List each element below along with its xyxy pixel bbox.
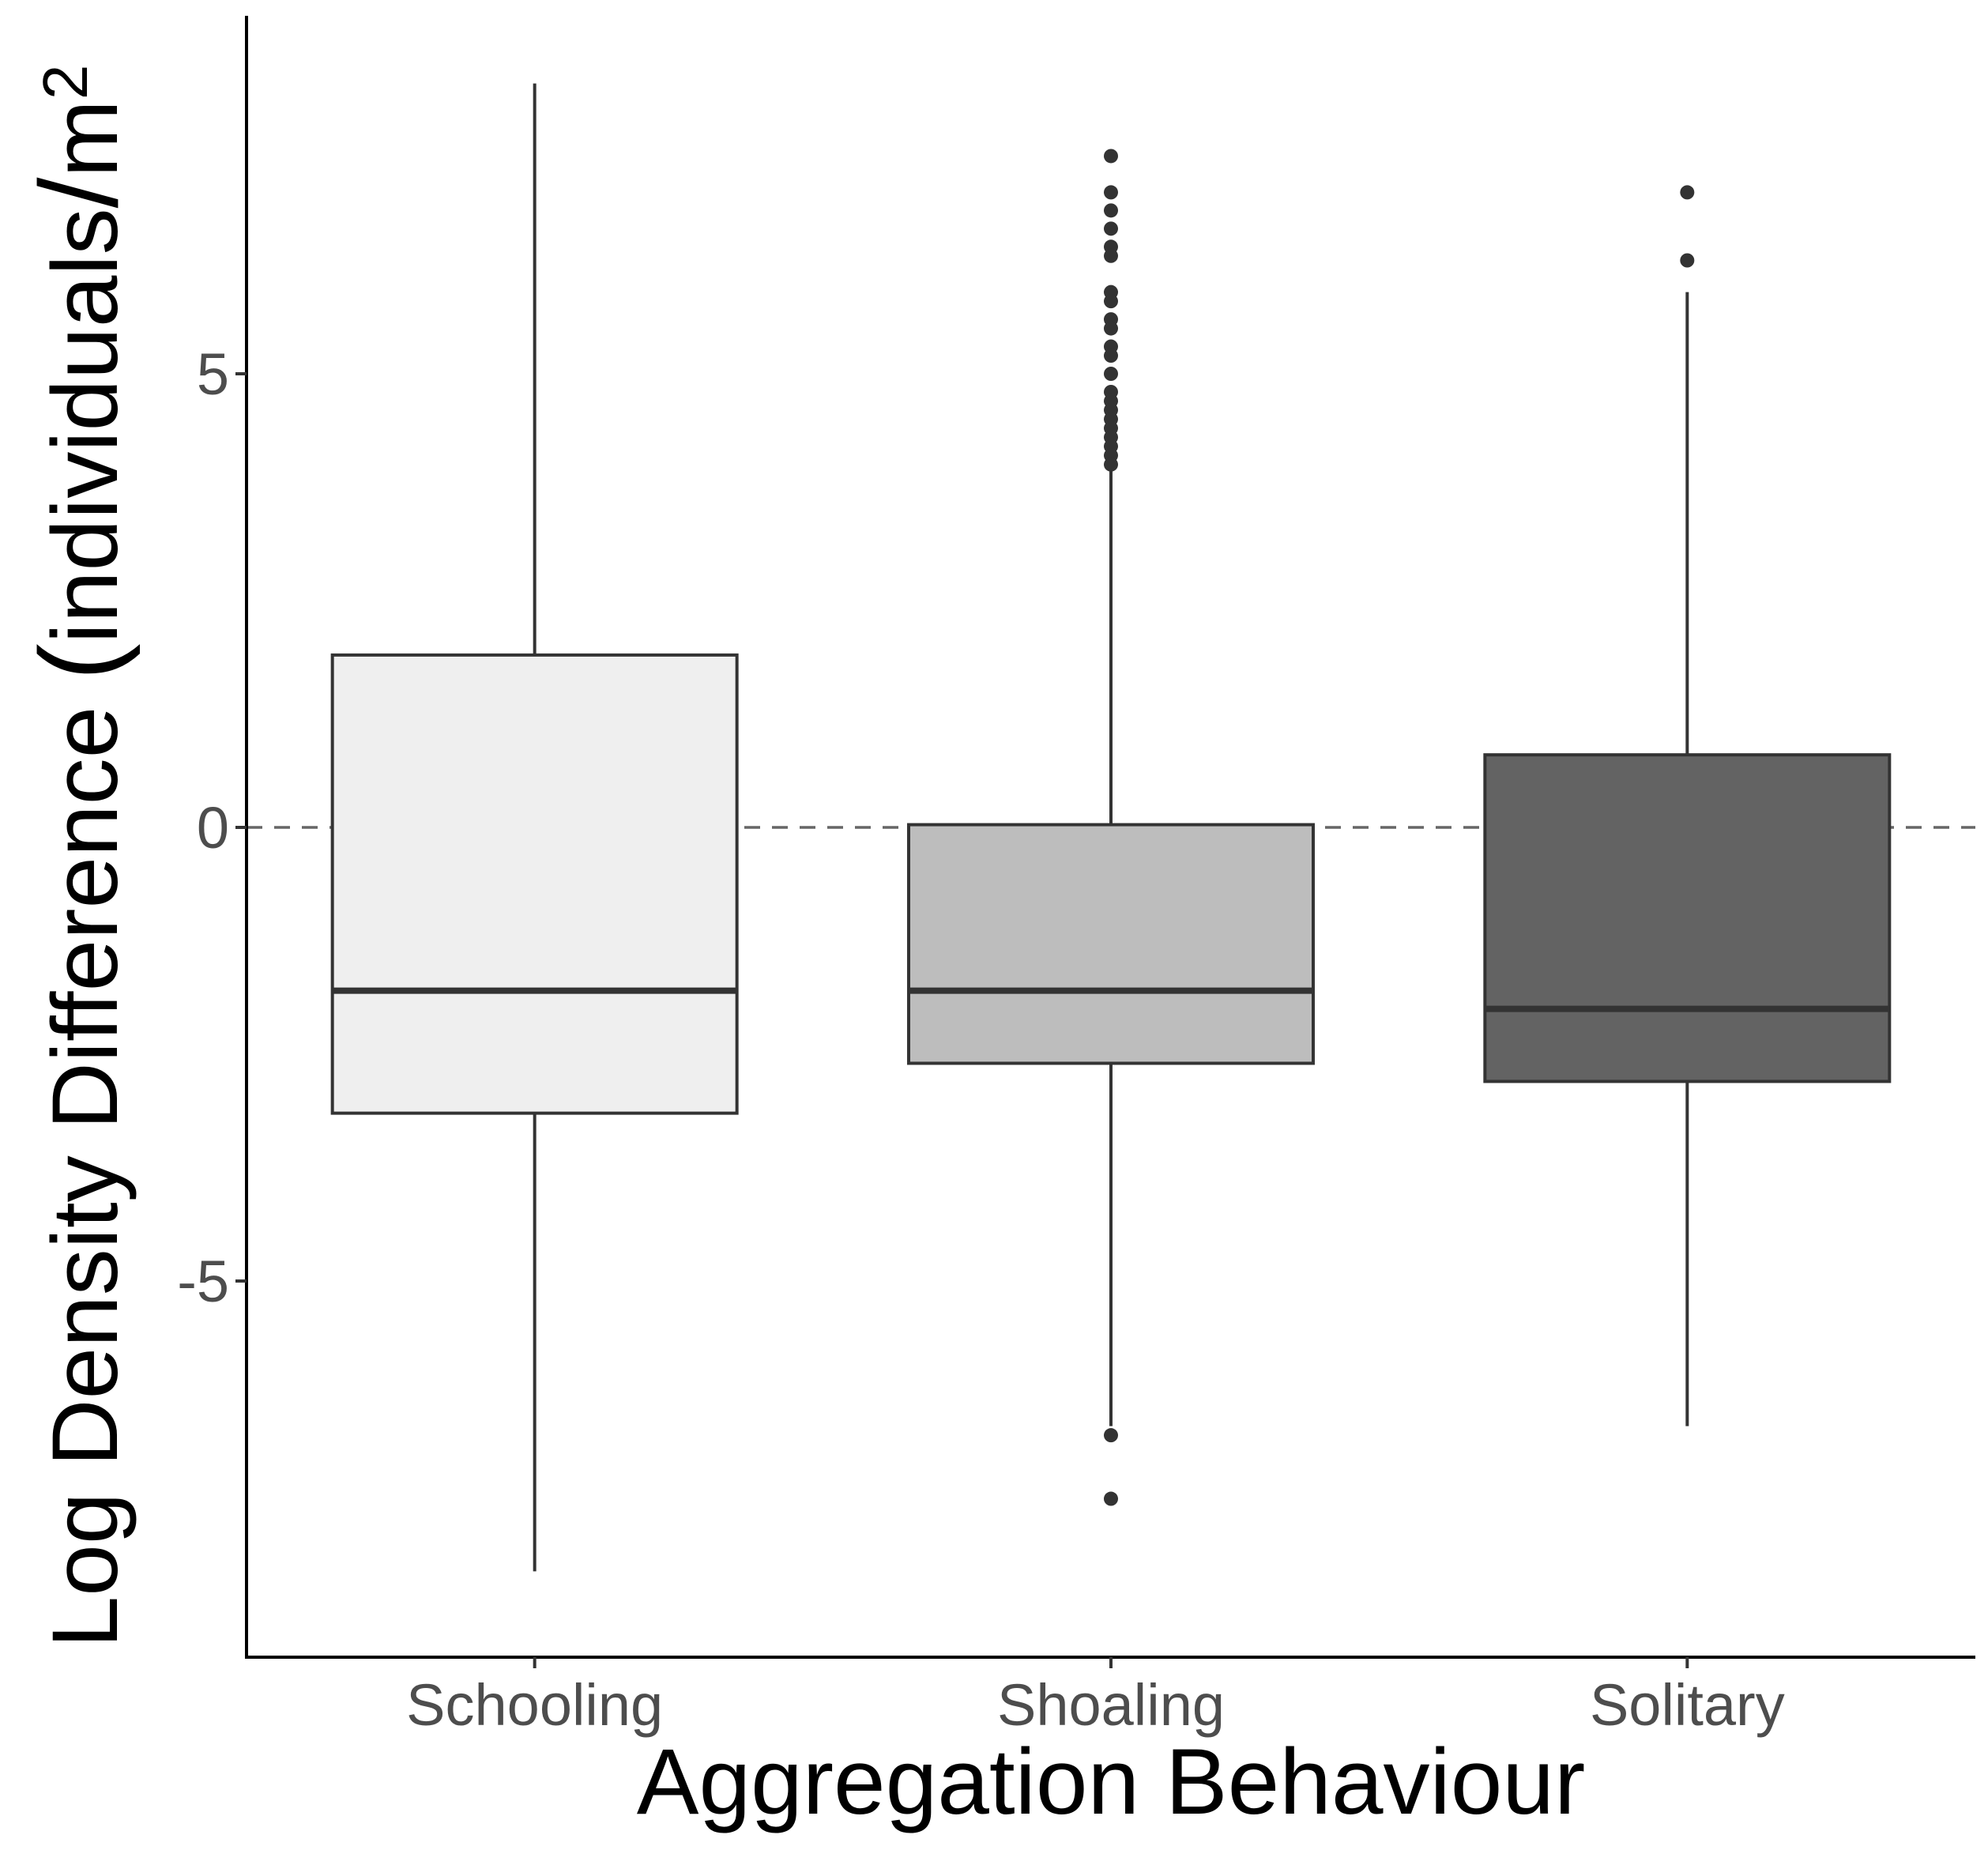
outlier-point: [1104, 203, 1118, 218]
y-axis-title: Log Density Difference (individuals/m2: [17, 65, 141, 1648]
iqr-box: [1483, 753, 1892, 1083]
outlier-point: [1104, 321, 1118, 336]
outlier-point: [1104, 1491, 1118, 1506]
iqr-box: [907, 823, 1315, 1065]
iqr-box: [330, 653, 739, 1115]
y-tick-label: 5: [197, 341, 229, 407]
y-axis-title-m: m: [33, 100, 137, 177]
outlier-point: [1680, 253, 1695, 268]
outlier-point: [1104, 294, 1118, 309]
box-group-solitary: [1483, 185, 1892, 1426]
y-axis-title-slash: /: [17, 177, 141, 208]
outlier-point: [1104, 457, 1118, 472]
outlier-point: [1104, 1428, 1118, 1443]
y-axis-title-unit: individuals: [33, 208, 137, 643]
outlier-point: [1104, 221, 1118, 236]
box-group-schooling: [330, 83, 739, 1572]
x-tick-label: Solitary: [1590, 1672, 1785, 1738]
box-group-shoaling: [907, 149, 1315, 1506]
x-axis-title: Aggregation Behaviour: [637, 1730, 1586, 1834]
outlier-point: [1104, 149, 1118, 164]
outlier-point: [1104, 367, 1118, 381]
outlier-point: [1104, 185, 1118, 200]
y-axis-title-open-paren: (: [17, 643, 141, 680]
y-tick-label: -5: [177, 1249, 229, 1314]
outlier-point: [1680, 185, 1695, 200]
y-axis-title-superscript: 2: [30, 65, 100, 100]
y-axis-title-main: Log Density Difference: [33, 680, 137, 1648]
x-tick-label: Schooling: [406, 1672, 663, 1738]
outlier-point: [1104, 349, 1118, 364]
plot-area: [247, 83, 1975, 1572]
y-tick-label: 0: [197, 795, 229, 861]
x-tick-label: Shoaling: [997, 1672, 1225, 1738]
axis-ticks: -5 0 5 Schooling Shoaling Solitary: [177, 341, 1785, 1738]
outlier-point: [1104, 248, 1118, 263]
